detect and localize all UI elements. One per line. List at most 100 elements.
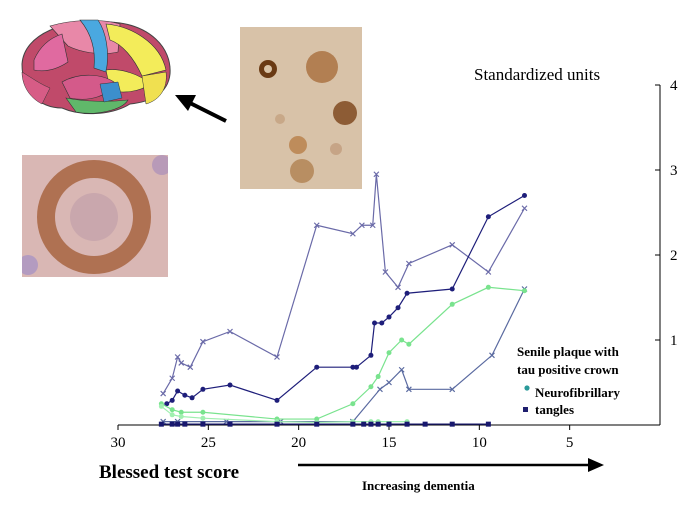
- data-point: [449, 286, 455, 292]
- data-point: [405, 386, 412, 393]
- data-point: [200, 421, 206, 427]
- data-point: [386, 350, 392, 356]
- data-point: [368, 421, 374, 427]
- data-point: [522, 193, 527, 198]
- series-line-4: [160, 405, 408, 424]
- data-point: [398, 366, 405, 373]
- data-point: [368, 352, 374, 358]
- data-point: [449, 421, 455, 427]
- data-point: [169, 375, 176, 382]
- data-point: [375, 421, 381, 427]
- data-point: [386, 421, 392, 427]
- data-point: [182, 392, 188, 398]
- micrograph-left-image: [22, 155, 168, 277]
- data-point: [382, 269, 389, 275]
- data-point: [521, 205, 528, 212]
- data-point: [489, 352, 495, 359]
- data-point: [350, 421, 356, 427]
- data-point: [373, 171, 380, 178]
- y-axis-label: Standardized units: [474, 65, 600, 84]
- dementia-arrow-head: [588, 458, 604, 472]
- series-line-3: [161, 286, 525, 420]
- data-point: [199, 338, 206, 345]
- data-point: [372, 320, 378, 326]
- data-point: [368, 384, 374, 390]
- data-point: [449, 301, 455, 307]
- data-point: [313, 222, 320, 229]
- data-point: [350, 364, 356, 370]
- y-tick-label: 3: [670, 163, 678, 179]
- data-point: [350, 401, 356, 407]
- legend-marker-plaque: [524, 385, 530, 391]
- data-point: [227, 421, 233, 427]
- data-point: [386, 379, 392, 386]
- data-point: [314, 421, 320, 427]
- data-point: [369, 222, 376, 229]
- data-point: [178, 409, 184, 415]
- data-point: [200, 409, 206, 415]
- data-point: [178, 360, 185, 366]
- series-line-1: [163, 288, 526, 423]
- data-point: [182, 421, 188, 427]
- data-point: [422, 421, 428, 427]
- arrow-label: Increasing dementia: [362, 478, 475, 493]
- data-point: [189, 395, 195, 401]
- data-point: [169, 407, 175, 413]
- y-tick-label: 1: [670, 333, 678, 349]
- series-layer: [158, 171, 528, 427]
- data-point: [485, 284, 491, 290]
- data-point: [375, 374, 381, 380]
- data-point: [361, 421, 367, 427]
- data-point: [274, 421, 280, 427]
- data-point: [485, 214, 491, 220]
- data-point: [399, 337, 405, 343]
- data-point: [169, 412, 175, 418]
- x-tick-label: 15: [382, 435, 397, 451]
- data-point: [379, 320, 385, 326]
- data-point: [274, 354, 280, 360]
- data-point: [405, 260, 412, 267]
- data-point: [358, 222, 365, 229]
- data-point: [404, 290, 410, 296]
- legend-label-plaque-line1: Senile plaque with: [517, 344, 620, 359]
- legend-label-tangles-line1: Neurofibrillary: [535, 385, 620, 400]
- data-point: [174, 354, 181, 360]
- data-point: [164, 401, 170, 407]
- data-point: [314, 364, 320, 370]
- x-ticks: 30 25 20 15 10 5: [111, 425, 574, 451]
- data-point: [274, 397, 280, 403]
- data-point: [200, 415, 206, 421]
- data-point: [522, 288, 527, 294]
- data-point: [449, 241, 456, 248]
- data-point: [386, 314, 392, 320]
- data-point: [395, 284, 401, 291]
- data-point: [485, 269, 492, 275]
- y-tick-label: 4: [670, 78, 678, 94]
- data-point: [449, 386, 456, 393]
- y-ticks: 1 2 3 4: [655, 78, 678, 349]
- data-point: [349, 230, 356, 237]
- data-point: [395, 305, 401, 311]
- x-tick-label: 5: [566, 435, 574, 451]
- data-point: [227, 382, 233, 388]
- x-tick-label: 20: [291, 435, 306, 451]
- data-point: [175, 421, 181, 427]
- data-point: [169, 421, 175, 427]
- legend-marker-tangles: [523, 407, 528, 412]
- data-point: [353, 364, 359, 370]
- brain-map-image: [10, 12, 176, 132]
- data-point: [178, 414, 184, 419]
- data-point: [227, 328, 233, 335]
- pointer-arrow-head: [175, 95, 196, 111]
- x-tick-label: 30: [111, 435, 126, 451]
- series-line-2: [166, 194, 525, 405]
- series-line-0: [162, 174, 526, 394]
- x-axis-label: Blessed test score: [99, 462, 239, 483]
- data-point: [158, 403, 164, 409]
- data-point: [377, 386, 383, 393]
- pointer-arrow-shaft: [189, 101, 227, 123]
- data-point: [406, 341, 412, 347]
- legend-label-plaque-line2: tau positive crown: [517, 362, 619, 377]
- x-tick-label: 25: [201, 435, 216, 451]
- data-point: [158, 421, 164, 427]
